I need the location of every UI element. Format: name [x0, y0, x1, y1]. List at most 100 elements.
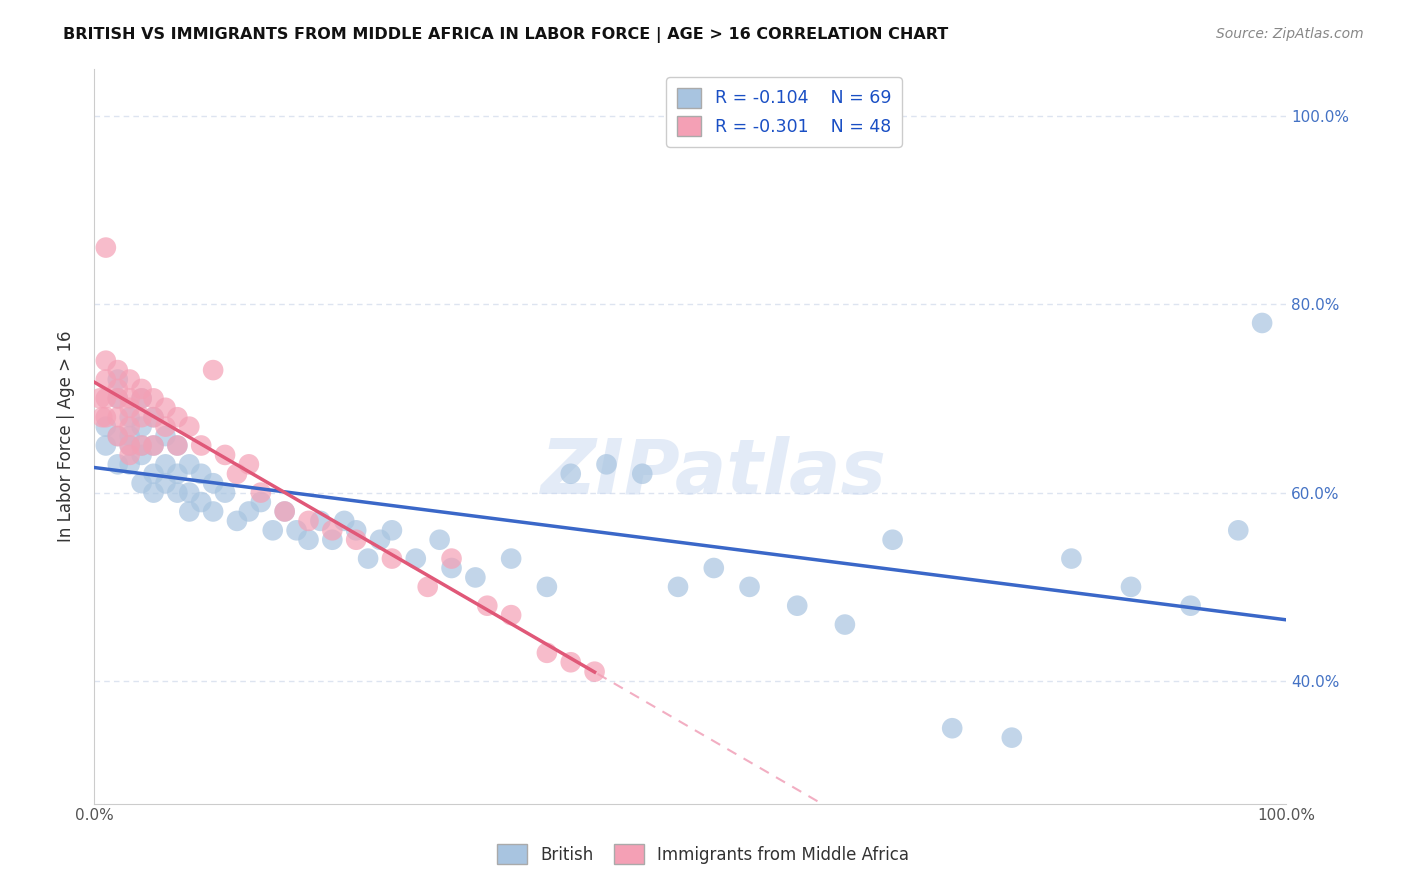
Point: [536, 646, 558, 660]
Point: [738, 580, 761, 594]
Point: [202, 363, 225, 377]
Point: [166, 438, 188, 452]
Legend: R = -0.104    N = 69, R = -0.301    N = 48: R = -0.104 N = 69, R = -0.301 N = 48: [666, 78, 901, 147]
Point: [107, 382, 129, 396]
Point: [94, 438, 117, 452]
Point: [1251, 316, 1274, 330]
Point: [703, 561, 725, 575]
Point: [166, 410, 188, 425]
Text: Source: ZipAtlas.com: Source: ZipAtlas.com: [1216, 27, 1364, 41]
Point: [131, 438, 153, 452]
Point: [238, 458, 260, 472]
Point: [214, 448, 236, 462]
Point: [285, 524, 308, 538]
Point: [118, 372, 141, 386]
Point: [262, 524, 284, 538]
Point: [501, 608, 523, 623]
Point: [155, 458, 177, 472]
Point: [94, 392, 117, 406]
Point: [202, 504, 225, 518]
Point: [440, 551, 463, 566]
Point: [91, 410, 114, 425]
Point: [131, 392, 153, 406]
Point: [89, 392, 111, 406]
Point: [666, 580, 689, 594]
Point: [166, 467, 188, 481]
Point: [131, 419, 153, 434]
Point: [226, 467, 249, 481]
Point: [309, 514, 332, 528]
Point: [179, 419, 201, 434]
Point: [107, 363, 129, 377]
Point: [1060, 551, 1083, 566]
Point: [405, 551, 427, 566]
Text: ZIPatlas: ZIPatlas: [541, 436, 887, 510]
Point: [118, 401, 141, 415]
Point: [250, 485, 273, 500]
Point: [416, 580, 439, 594]
Point: [94, 410, 117, 425]
Point: [131, 382, 153, 396]
Point: [179, 458, 201, 472]
Point: [107, 410, 129, 425]
Point: [155, 401, 177, 415]
Point: [131, 410, 153, 425]
Point: [131, 392, 153, 406]
Point: [297, 533, 319, 547]
Point: [118, 392, 141, 406]
Point: [94, 419, 117, 434]
Point: [107, 392, 129, 406]
Point: [118, 410, 141, 425]
Point: [560, 655, 582, 669]
Point: [107, 458, 129, 472]
Point: [477, 599, 499, 613]
Point: [155, 419, 177, 434]
Point: [273, 504, 295, 518]
Point: [560, 467, 582, 481]
Point: [297, 514, 319, 528]
Point: [595, 458, 617, 472]
Point: [166, 485, 188, 500]
Point: [118, 429, 141, 443]
Point: [155, 429, 177, 443]
Point: [118, 448, 141, 462]
Point: [631, 467, 654, 481]
Point: [142, 485, 165, 500]
Point: [273, 504, 295, 518]
Point: [131, 448, 153, 462]
Point: [333, 514, 356, 528]
Point: [190, 438, 212, 452]
Point: [94, 241, 117, 255]
Point: [834, 617, 856, 632]
Point: [1001, 731, 1024, 745]
Point: [118, 438, 141, 452]
Point: [190, 495, 212, 509]
Point: [142, 438, 165, 452]
Point: [238, 504, 260, 518]
Point: [94, 372, 117, 386]
Point: [381, 551, 404, 566]
Point: [118, 419, 141, 434]
Point: [536, 580, 558, 594]
Point: [226, 514, 249, 528]
Point: [179, 504, 201, 518]
Point: [321, 533, 343, 547]
Point: [429, 533, 451, 547]
Point: [1227, 524, 1250, 538]
Point: [1119, 580, 1142, 594]
Point: [107, 429, 129, 443]
Point: [214, 485, 236, 500]
Point: [94, 353, 117, 368]
Text: BRITISH VS IMMIGRANTS FROM MIDDLE AFRICA IN LABOR FORCE | AGE > 16 CORRELATION C: BRITISH VS IMMIGRANTS FROM MIDDLE AFRICA…: [63, 27, 949, 43]
Point: [131, 438, 153, 452]
Point: [202, 476, 225, 491]
Point: [882, 533, 904, 547]
Y-axis label: In Labor Force | Age > 16: In Labor Force | Age > 16: [58, 330, 75, 541]
Point: [501, 551, 523, 566]
Point: [142, 410, 165, 425]
Legend: British, Immigrants from Middle Africa: British, Immigrants from Middle Africa: [491, 838, 915, 871]
Point: [107, 372, 129, 386]
Point: [131, 476, 153, 491]
Point: [179, 485, 201, 500]
Point: [142, 438, 165, 452]
